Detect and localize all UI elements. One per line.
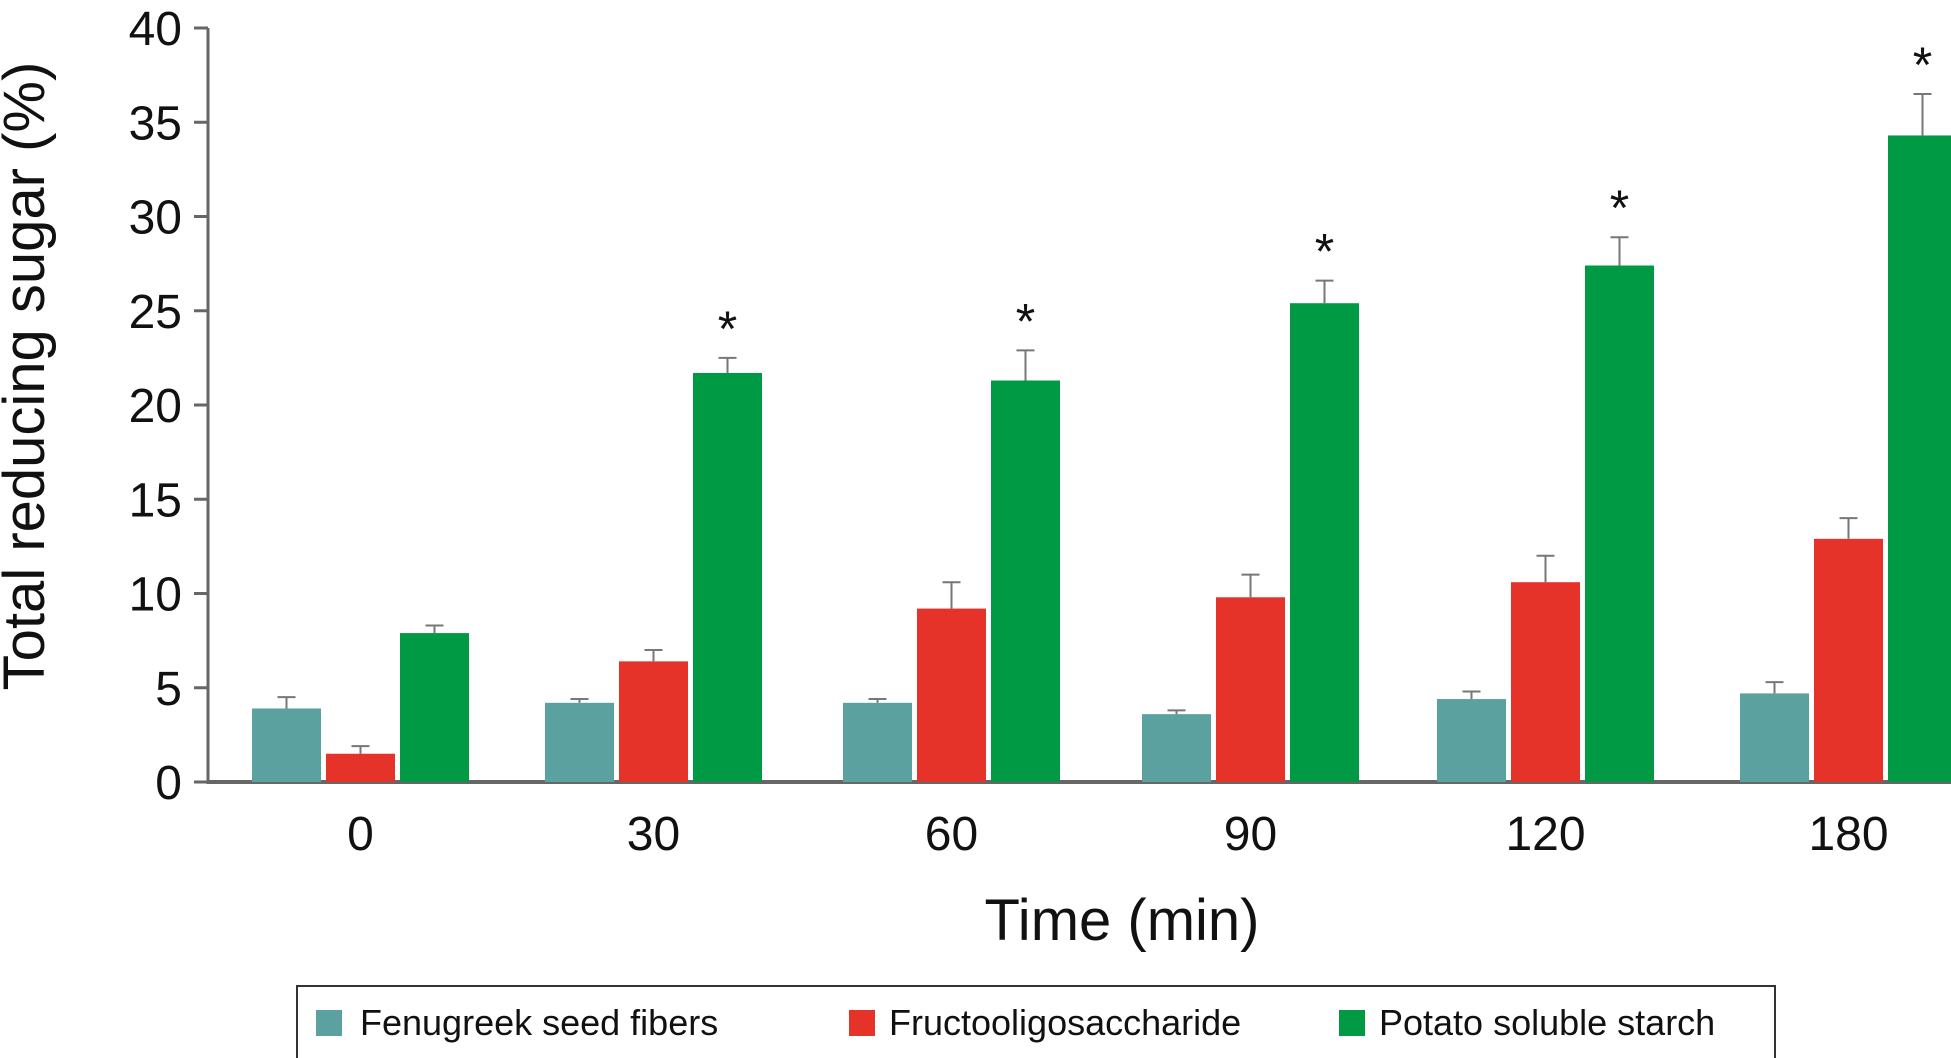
x-tick-label: 90 xyxy=(1224,808,1277,861)
legend-swatch xyxy=(316,1010,342,1036)
x-axis-title: Time (min) xyxy=(985,888,1260,953)
bar xyxy=(1437,699,1506,782)
y-tick-label: 0 xyxy=(155,757,182,810)
x-tick-label: 60 xyxy=(925,808,978,861)
legend-box xyxy=(296,985,1776,1058)
significance-marker: * xyxy=(1913,37,1932,93)
bar xyxy=(1511,582,1580,782)
bar xyxy=(693,372,762,782)
bar xyxy=(326,753,395,782)
x-tick-label: 30 xyxy=(627,808,680,861)
x-tick-label: 120 xyxy=(1505,808,1585,861)
bar xyxy=(917,608,986,782)
y-tick-label: 5 xyxy=(155,663,182,716)
y-axis: 0 5 10 15 20 25 30 35 40 xyxy=(129,3,210,810)
bar xyxy=(991,380,1060,782)
bar xyxy=(1740,693,1809,782)
y-tick-label: 40 xyxy=(129,3,182,56)
significance-marker: * xyxy=(1016,293,1035,349)
y-tick-label: 20 xyxy=(129,380,182,433)
legend-label: Fructooligosaccharide xyxy=(889,1002,1241,1043)
y-tick-label: 10 xyxy=(129,569,182,622)
x-tick-label: 180 xyxy=(1808,808,1888,861)
bars-layer: * * * * * xyxy=(252,37,1951,782)
y-tick-label: 30 xyxy=(129,192,182,245)
bar xyxy=(1142,714,1211,782)
legend-label: Potato soluble starch xyxy=(1379,1002,1715,1043)
bar xyxy=(843,702,912,782)
significance-marker: * xyxy=(718,301,737,357)
bar xyxy=(545,702,614,782)
bar xyxy=(1888,135,1951,782)
legend-label: Fenugreek seed fibers xyxy=(360,1002,718,1043)
bar xyxy=(619,661,688,782)
y-tick-label: 15 xyxy=(129,474,182,527)
bar xyxy=(1585,265,1654,782)
bar xyxy=(1290,303,1359,782)
bar xyxy=(1814,538,1883,782)
y-tick-label: 25 xyxy=(129,286,182,339)
bar xyxy=(1216,597,1285,782)
x-tick-label: 0 xyxy=(347,808,374,861)
y-axis-title: Total reducing sugar (%) xyxy=(0,62,57,691)
bar xyxy=(400,633,469,782)
x-axis: 0 30 60 90 120 180 xyxy=(208,780,1951,861)
legend-swatch xyxy=(849,1010,875,1036)
legend: Fenugreek seed fibers Fructooligosacchari… xyxy=(296,985,1776,1058)
legend-swatch xyxy=(1339,1010,1365,1036)
bar xyxy=(252,708,321,782)
significance-marker: * xyxy=(1315,224,1334,280)
significance-marker: * xyxy=(1610,180,1629,236)
y-tick-label: 35 xyxy=(129,97,182,150)
